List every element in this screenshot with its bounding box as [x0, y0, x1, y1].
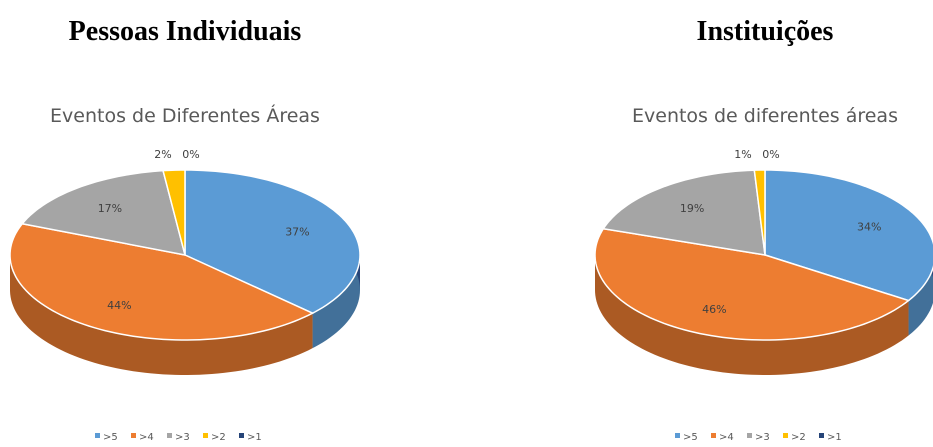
chart-title: Eventos de Diferentes Áreas: [50, 104, 320, 127]
legend-label: >5: [683, 432, 698, 443]
slice-side: [595, 255, 909, 375]
legend-label: >1: [827, 432, 842, 443]
slice: [9, 222, 315, 341]
legend-swatch: [203, 433, 208, 438]
legend-swatch: [711, 433, 716, 438]
chart-heading: Instituições: [697, 16, 834, 47]
legend-label: >3: [755, 432, 770, 443]
data-label: 34%: [857, 220, 881, 233]
legend-swatch: [675, 433, 680, 438]
data-label: 2%: [154, 148, 171, 161]
data-label: 19%: [680, 202, 704, 215]
data-label: 0%: [182, 148, 199, 161]
data-label: 1%: [734, 148, 751, 161]
legend-swatch: [819, 433, 824, 438]
legend-swatch: [131, 433, 136, 438]
legend-swatch: [95, 433, 100, 438]
slice: [20, 169, 187, 256]
slice: [602, 169, 766, 256]
legend-label: >4: [719, 432, 734, 443]
chart-heading: Pessoas Individuais: [69, 16, 302, 47]
data-label: 46%: [702, 303, 726, 316]
legend-label: >5: [103, 432, 118, 443]
legend-label: >2: [211, 432, 226, 443]
legend-label: >2: [791, 432, 806, 443]
data-label: 44%: [107, 299, 131, 312]
slice-side: [312, 255, 360, 349]
legend-label: >1: [247, 432, 262, 443]
legend-label: >3: [175, 432, 190, 443]
data-label: 0%: [762, 148, 779, 161]
legend-swatch: [747, 433, 752, 438]
chart-title: Eventos de diferentes áreas: [632, 105, 898, 127]
slice: [594, 227, 911, 341]
data-label: 17%: [98, 202, 122, 215]
slice: [184, 169, 361, 315]
slice-side: [908, 267, 933, 336]
legend-swatch: [167, 433, 172, 438]
slice-side: [10, 255, 313, 375]
slice: [753, 169, 766, 256]
data-label: 37%: [285, 225, 309, 238]
legend-swatch: [239, 433, 244, 438]
legend-swatch: [783, 433, 788, 438]
slice: [162, 169, 186, 256]
legend-label: >4: [139, 432, 154, 443]
